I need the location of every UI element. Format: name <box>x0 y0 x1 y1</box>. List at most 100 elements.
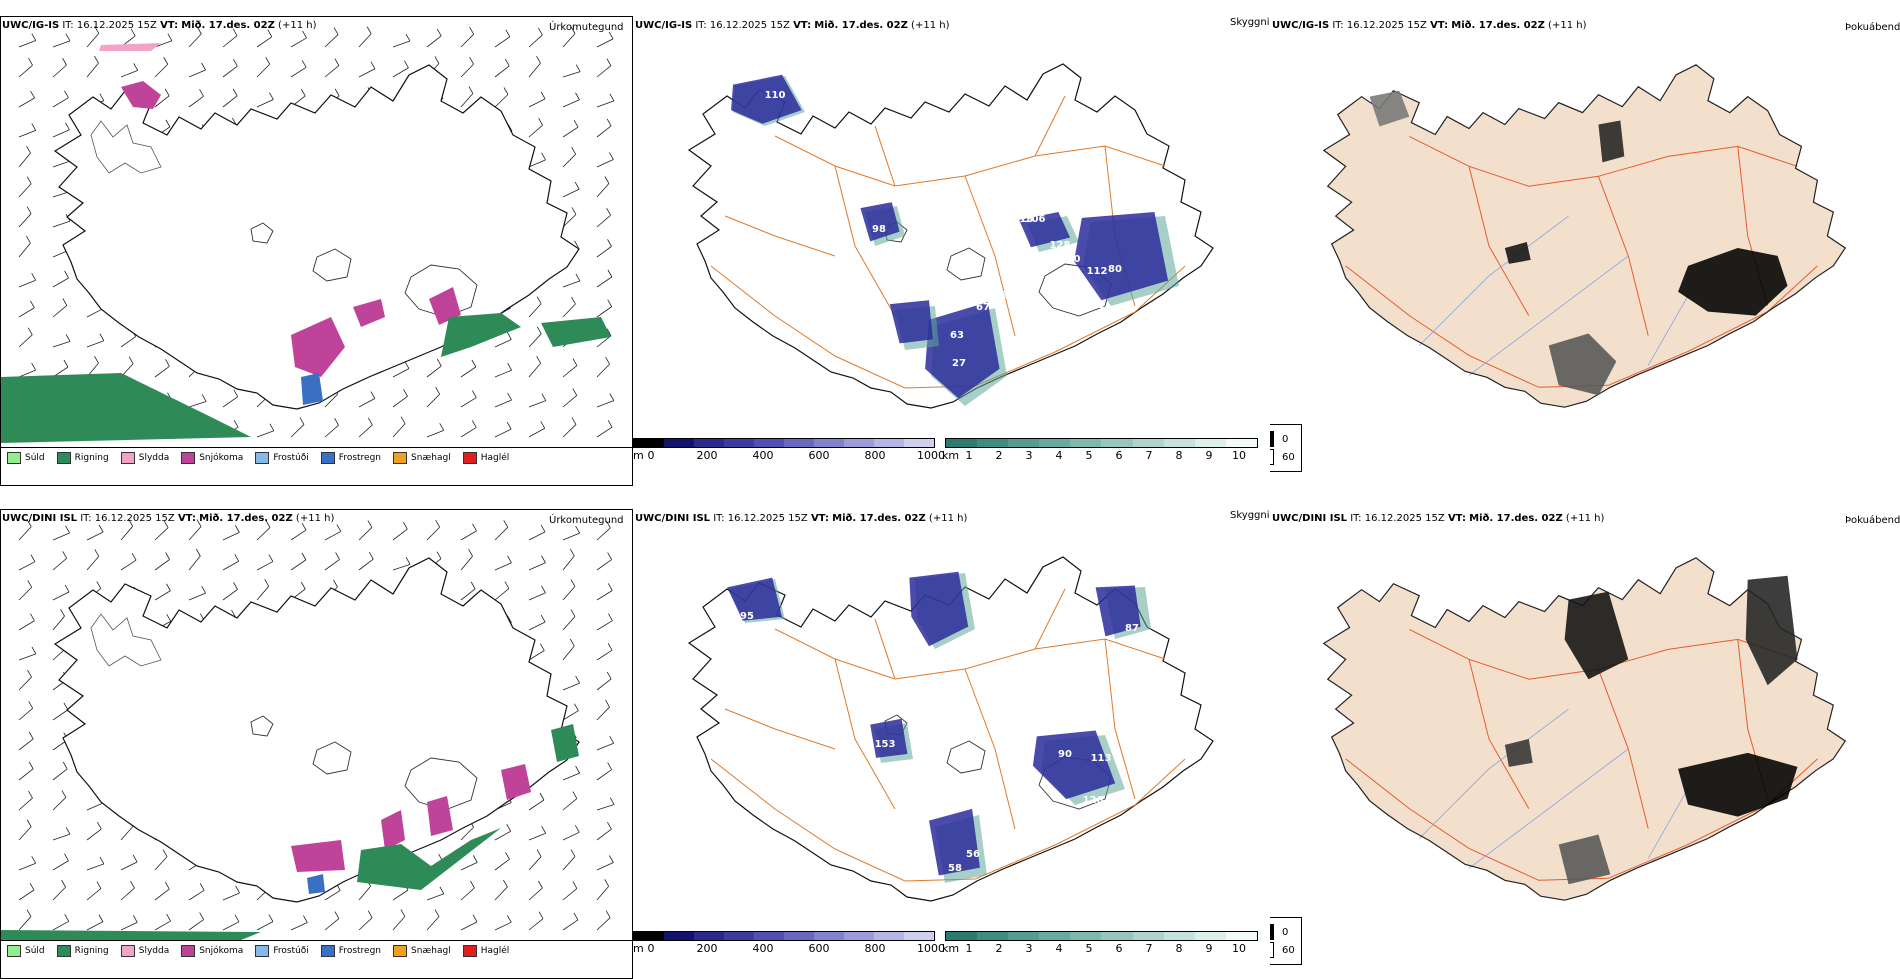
wind-barb <box>18 307 35 318</box>
wind-barb <box>222 892 240 901</box>
cloud-base-colorbar: 0 200 400 600 800 1000 <box>633 438 945 462</box>
wind-barb <box>52 341 71 348</box>
wind-barb <box>222 532 240 541</box>
wind-barb-flag <box>28 731 34 740</box>
wind-barb-flag <box>504 581 510 589</box>
wind-barb <box>18 334 33 348</box>
wind-barb-flag <box>573 119 579 128</box>
panel-title: Þokuábendi <box>1845 22 1900 33</box>
wind-barb-flag <box>65 334 71 342</box>
wind-barb-flag <box>132 915 138 923</box>
init-time-value: 16.12.2025 15Z <box>94 513 175 524</box>
wind-barb-flag <box>27 327 33 336</box>
wind-barb <box>494 526 509 541</box>
wind-barb-flag <box>507 392 512 401</box>
colorbar-tick: 6 <box>1115 942 1123 955</box>
wind-barb-flag <box>575 273 581 282</box>
fog-map <box>1322 64 1847 408</box>
wind-barb <box>86 863 105 871</box>
cloud-base-label: 48 <box>938 304 952 315</box>
cloud-base-area <box>1095 585 1141 637</box>
wind-barb-flag <box>166 614 172 622</box>
cloud-base-label: 106 <box>1025 214 1046 225</box>
wind-barb <box>52 768 68 781</box>
glacier-outline <box>946 740 986 774</box>
panel-title: Þokuábendi <box>1845 515 1900 526</box>
cloud-base-label: 90 <box>1058 749 1072 760</box>
wind-barb <box>528 562 546 571</box>
wind-barb <box>494 428 512 438</box>
wind-barb-flag <box>468 86 474 94</box>
wind-barb <box>120 826 134 841</box>
wind-barb <box>154 590 171 601</box>
wind-barb <box>290 424 305 438</box>
wind-barb-flag <box>538 880 543 889</box>
wind-barb-flag <box>201 62 206 71</box>
wind-barb-flag <box>195 548 201 557</box>
wind-barb <box>596 804 615 811</box>
fog-legend-swatch <box>1270 449 1274 465</box>
wind-barb-flag <box>470 581 476 590</box>
fog-legend-label: 0 <box>1282 926 1289 938</box>
wind-barb-flag <box>27 669 32 678</box>
wind-barb-flag <box>26 145 31 154</box>
wind-barb-flag <box>404 361 410 369</box>
wind-barb-flag <box>269 423 275 432</box>
wind-barb <box>222 589 238 601</box>
coastline-outline <box>53 64 580 410</box>
rain-area <box>1 930 261 940</box>
cloud-base-label: 27 <box>952 358 966 369</box>
wind-barb-flag <box>300 581 306 590</box>
wind-barb <box>154 559 170 571</box>
legend-label: Snjókoma <box>199 453 244 463</box>
wind-barb <box>460 427 477 438</box>
wind-barb-flag <box>201 585 206 594</box>
cloud-base-colorbar-scale <box>633 438 935 448</box>
wind-barb-flag <box>607 762 612 770</box>
wind-barb <box>596 620 613 631</box>
wind-barb-flag <box>234 525 240 533</box>
wind-barb-flag <box>196 519 202 527</box>
wind-barb <box>86 308 104 318</box>
wind-barb-flag <box>30 554 36 562</box>
wind-barb <box>528 124 543 138</box>
fog-legend-item: 0 <box>1270 924 1295 940</box>
land <box>1323 557 1846 901</box>
wind-barb <box>494 399 512 408</box>
fog-index-legend: 0 60 <box>1270 424 1302 472</box>
wind-barb-flag <box>572 881 578 889</box>
wind-barb-flag <box>62 298 68 306</box>
lead-time: (+11 h) <box>278 20 317 31</box>
colorbar-tick: 0 <box>647 449 655 462</box>
wind-barb <box>290 66 307 78</box>
wind-barb-flag <box>572 791 578 799</box>
wind-barb <box>528 333 542 348</box>
model-name: UWC/DINI ISL <box>1272 513 1348 524</box>
wind-barb <box>562 772 580 781</box>
cloud-base-label: 58 <box>948 863 962 874</box>
wind-barb-flag <box>30 90 35 99</box>
wind-barb-flag <box>538 911 544 919</box>
wind-barb <box>426 393 440 408</box>
panel-header: UWC/IG-IS IT: 16.12.2025 15Z VT: Mið. 17… <box>1272 20 1586 32</box>
wind-barb-flag <box>574 825 580 833</box>
wind-barb <box>86 828 102 841</box>
legend-swatch <box>56 945 71 957</box>
legend-item: Frostúði <box>255 945 309 957</box>
wind-barb <box>324 559 340 571</box>
init-time-value: 16.12.2025 15Z <box>76 20 157 31</box>
panel-header: UWC/DINI ISL IT: 16.12.2025 15Z VT: Mið.… <box>2 513 334 525</box>
wind-barb-flag <box>265 57 271 65</box>
snow-area <box>291 840 345 872</box>
wind-barb <box>596 125 612 138</box>
wind-barb <box>358 885 371 901</box>
wind-barb-flag <box>609 797 615 805</box>
wind-barb-flag <box>94 549 100 557</box>
lead-time: (+11 h) <box>1565 513 1605 524</box>
init-time-label: IT: <box>1332 20 1344 31</box>
rain-area <box>1 373 251 443</box>
lead-time: (+11 h) <box>1548 20 1587 31</box>
cloud-base-label: 177 <box>1077 811 1098 822</box>
wind-barb-flag <box>64 853 69 861</box>
wind-barb-flag <box>26 819 32 827</box>
